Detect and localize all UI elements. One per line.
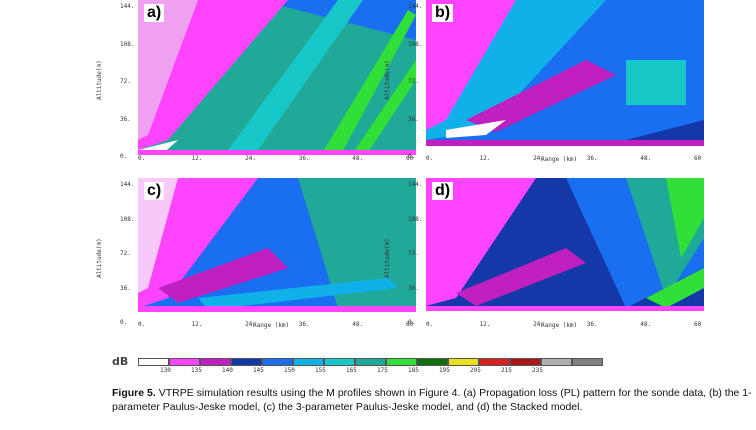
legend-swatch [417,358,448,366]
x-tick-label: 12. [191,155,203,162]
y-tick-label: 0. [408,153,416,160]
x-axis-label: Range (km) [253,322,290,329]
legend-tick-label: 195 [439,367,450,374]
panel-d: d) [426,178,704,328]
legend-swatch [262,358,293,366]
x-tick-label: 60 [694,321,702,328]
x-tick-label: 24. [533,155,545,162]
legend-tick-label: 130 [160,367,171,374]
legend-tick-label: 135 [191,367,202,374]
x-tick-label: 0. [138,321,146,328]
caption-text: VTRPE simulation results using the M pro… [112,387,752,413]
legend-tick-label: 145 [253,367,264,374]
y-tick-label: 0. [120,319,128,326]
y-tick-label: 36. [120,115,131,123]
x-tick-label: 0. [138,155,146,162]
x-tick-label: 48. [640,155,652,162]
figure-label: Figure 5. [112,387,156,399]
y-tick-label: 72. [408,78,419,85]
y-tick-label: 144. [408,181,423,188]
legend-swatch [572,358,603,366]
legend-swatch [510,358,541,366]
legend-tick-label: 215 [501,367,512,374]
x-tick-label: 24. [245,321,257,328]
legend-swatch [386,358,417,366]
x-tick-label: 12. [479,321,491,328]
panel-a: a) [138,0,416,162]
legend-unit: dB [112,355,129,368]
x-tick-label: 12. [191,321,203,328]
legend-tick-label: 185 [408,367,419,374]
legend-swatch [324,358,355,366]
x-axis-label: Range (km) [541,156,578,163]
panel-label-d: d) [432,182,454,200]
x-tick-label: 12. [479,155,491,162]
legend-tick-label: 140 [222,367,233,374]
y-tick-label: 36. [408,115,419,123]
figure-caption: Figure 5. VTRPE simulation results using… [112,386,752,414]
y-tick-label: 72. [408,250,419,257]
x-tick-label: 0. [426,155,434,162]
panel-label-a: a) [144,4,165,22]
x-tick-label: 48. [352,155,364,162]
legend-swatch [138,358,169,366]
x-tick-label: 36. [586,155,598,162]
y-tick-label: 108. [120,215,135,223]
x-tick-label: 36. [298,155,310,162]
x-tick-label: 60 [406,321,414,328]
legend-swatch [169,358,200,366]
x-tick-label: 48. [640,321,652,328]
legend-swatch [448,358,479,366]
legend-tick-label: 235 [532,367,543,374]
y-tick-label: 108. [408,215,423,223]
y-tick-label: 72. [120,78,131,85]
y-axis-label: Altitude(m) [96,238,103,278]
y-tick-label: 144. [408,3,423,10]
x-tick-label: 60 [406,155,414,162]
y-tick-label: 108. [120,40,135,48]
y-tick-label: 144. [120,3,135,10]
x-tick-label: 24. [533,321,545,328]
legend-tick-label: 155 [315,367,326,374]
legend-tick-label: 150 [284,367,295,374]
x-tick-label: 24. [245,155,257,162]
y-tick-label: 36. [120,284,131,292]
legend-swatch [200,358,231,366]
legend-swatch [355,358,386,366]
legend-tick-label: 165 [346,367,357,374]
panel-label-b: b) [432,4,454,22]
y-tick-label: 108. [408,40,423,48]
x-tick-label: 36. [586,321,598,328]
y-tick-label: 72. [120,250,131,257]
y-tick-label: 0. [120,153,128,160]
propagation-loss-plot-d [426,178,704,328]
propagation-loss-plot-c [138,178,416,328]
legend-swatch [293,358,324,366]
legend-tick-label: 205 [470,367,481,374]
y-tick-label: 0. [408,319,416,326]
y-axis-label: Altitude(m) [384,238,391,278]
propagation-loss-plot-b [426,0,704,162]
x-axis-label: Range (km) [541,322,578,329]
legend-tick-label: 175 [377,367,388,374]
legend-swatch [231,358,262,366]
y-axis-label: Altitude(m) [384,60,391,100]
y-tick-label: 36. [408,284,419,292]
propagation-loss-plot-a [138,0,416,162]
x-tick-label: 60 [694,155,702,162]
y-tick-label: 144. [120,181,135,188]
y-axis-label: Altitude(m) [96,60,103,100]
panel-label-c: c) [144,182,165,200]
legend-swatch [479,358,510,366]
panel-c: c) [138,178,416,328]
legend-swatch [541,358,572,366]
x-tick-label: 0. [426,321,434,328]
x-tick-label: 48. [352,321,364,328]
panel-b: b) [426,0,704,162]
x-tick-label: 36. [298,321,310,328]
